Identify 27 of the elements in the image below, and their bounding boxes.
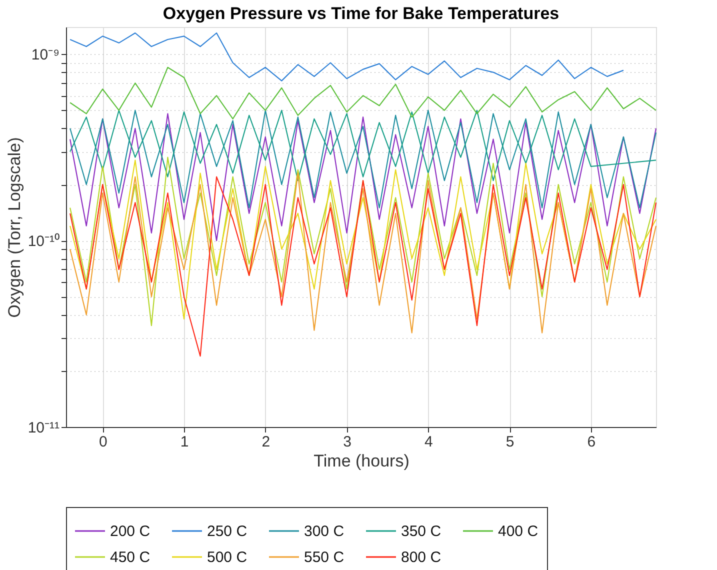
legend-label: 550 C	[304, 549, 344, 566]
legend-label: 350 C	[401, 523, 442, 540]
x-axis-title: Time (hours)	[314, 452, 410, 470]
line-series	[70, 110, 657, 182]
legend-label: 450 C	[110, 549, 150, 566]
y-tick-label: 10⁻⁹	[31, 46, 60, 64]
x-tick-label: 4	[424, 434, 433, 450]
legend-label: 500 C	[207, 549, 248, 566]
legend-label: 300 C	[304, 523, 344, 540]
y-axis-title: Oxygen (Torr, Logscale)	[4, 137, 24, 318]
line-series	[70, 66, 657, 120]
x-tick-label: 6	[587, 434, 596, 450]
legend-label: 400 C	[498, 523, 538, 540]
x-tick-label: 1	[180, 434, 189, 450]
x-tick-label: 2	[262, 434, 270, 450]
chart-title: Oxygen Pressure vs Time for Bake Temperatures	[162, 4, 560, 23]
y-tick-label: 10⁻¹⁰	[28, 233, 60, 250]
legend-label: 250 C	[207, 523, 248, 540]
legend-label: 200 C	[110, 523, 150, 540]
line-series	[70, 113, 657, 242]
line-series	[70, 32, 624, 82]
x-tick-label: 3	[343, 434, 352, 450]
line-series	[70, 110, 657, 208]
x-tick-label: 0	[98, 434, 108, 450]
x-tick-label: 5	[506, 434, 514, 450]
y-tick-label: 10⁻¹¹	[28, 420, 60, 436]
legend-label: 800 C	[401, 549, 442, 566]
